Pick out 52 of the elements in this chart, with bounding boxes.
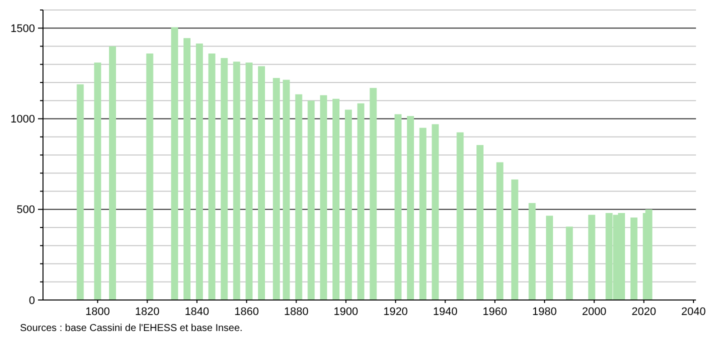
bar bbox=[332, 98, 340, 300]
bar bbox=[233, 62, 240, 300]
y-tick-label: 0 bbox=[28, 294, 35, 307]
source-note: Sources : base Cassini de l'EHESS et base Insee. bbox=[20, 323, 243, 334]
x-tick-label: 1920 bbox=[383, 306, 408, 318]
x-tick-label: 1980 bbox=[532, 306, 557, 318]
bar bbox=[246, 62, 253, 300]
bar bbox=[419, 128, 426, 300]
bar bbox=[196, 44, 203, 300]
bar bbox=[511, 179, 518, 300]
bar bbox=[357, 103, 364, 300]
x-tick-label: 1880 bbox=[284, 306, 308, 318]
bar bbox=[258, 66, 265, 300]
bar bbox=[184, 38, 191, 300]
x-tick-label: 1820 bbox=[135, 306, 160, 318]
bar bbox=[456, 132, 464, 300]
bar bbox=[146, 54, 154, 300]
bar bbox=[94, 62, 102, 300]
bar bbox=[370, 88, 377, 300]
bar bbox=[588, 214, 596, 300]
bar bbox=[406, 116, 414, 300]
bar bbox=[308, 100, 315, 300]
bar bbox=[282, 80, 290, 300]
bar bbox=[476, 145, 484, 300]
bar bbox=[295, 94, 302, 300]
bar bbox=[76, 84, 84, 300]
bar bbox=[320, 95, 328, 300]
x-tick-label: 1900 bbox=[334, 306, 358, 318]
x-tick-label: 1960 bbox=[482, 306, 508, 318]
bar bbox=[394, 114, 402, 300]
x-tick-label: 1860 bbox=[234, 306, 259, 318]
bar bbox=[109, 46, 116, 300]
x-tick-label: 1840 bbox=[184, 306, 210, 318]
bar bbox=[496, 162, 504, 300]
bar bbox=[528, 203, 536, 300]
x-tick-label: 2000 bbox=[582, 306, 606, 318]
x-tick-label: 2040 bbox=[681, 306, 706, 318]
y-tick-label: 500 bbox=[16, 204, 35, 216]
x-tick-label: 1800 bbox=[85, 306, 110, 318]
x-tick-label: 2020 bbox=[632, 306, 656, 318]
y-tick-label: 1000 bbox=[10, 114, 35, 126]
bar bbox=[208, 54, 216, 300]
x-tick-label: 1940 bbox=[432, 306, 458, 318]
bar bbox=[272, 78, 280, 300]
bar bbox=[171, 27, 178, 300]
bar bbox=[630, 218, 638, 300]
bar bbox=[566, 226, 573, 300]
bar bbox=[220, 58, 228, 300]
bar bbox=[432, 124, 439, 300]
bar bbox=[546, 216, 554, 300]
bar bbox=[344, 110, 352, 300]
y-tick-label: 1500 bbox=[10, 22, 35, 35]
